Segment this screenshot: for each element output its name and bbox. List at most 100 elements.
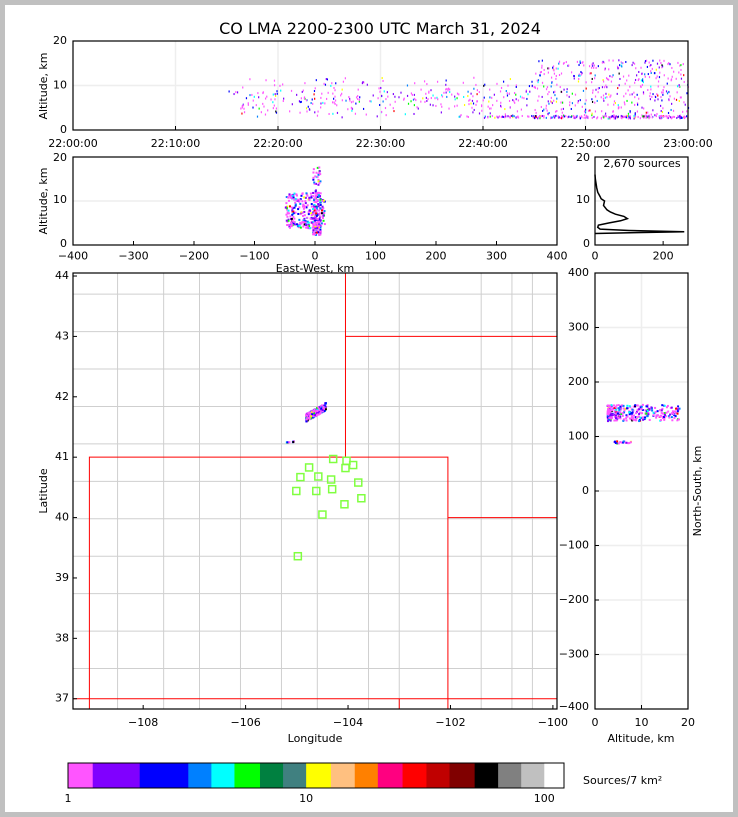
ew-height-source — [315, 206, 318, 209]
colorbar-segment — [426, 763, 451, 788]
ew-height-source — [301, 192, 304, 195]
time-tick-label: 23:00:00 — [663, 137, 712, 150]
ns-height-source — [608, 418, 611, 421]
ns-tick-label: −200 — [559, 593, 589, 606]
ew-height-source — [319, 226, 322, 229]
time-height-source — [314, 97, 316, 100]
time-height-source — [324, 83, 327, 86]
time-height-source — [553, 91, 555, 94]
time-height-source — [574, 93, 577, 96]
time-height-source — [617, 107, 619, 110]
ns-height-source — [646, 415, 649, 418]
lon-tick-label: −106 — [230, 716, 260, 729]
time-height-source — [498, 115, 500, 118]
time-height-source — [667, 117, 669, 120]
time-height-source — [604, 68, 606, 71]
time-height-source — [331, 101, 334, 104]
time-tick-label: 22:10:00 — [151, 137, 200, 150]
time-height-source — [618, 84, 620, 87]
time-height-source — [440, 103, 442, 106]
time-height-source — [352, 100, 354, 103]
time-height-source — [647, 73, 649, 76]
time-height-source — [617, 106, 620, 109]
ns-height-source — [638, 411, 641, 414]
time-height-source — [605, 84, 607, 87]
time-height-source — [545, 104, 547, 107]
ns-tick-label: −100 — [559, 539, 589, 552]
time-height-source — [413, 104, 415, 107]
ns-height-source — [667, 415, 670, 418]
time-height-source — [275, 94, 277, 97]
time-height-source — [667, 111, 670, 114]
time-height-source — [617, 104, 619, 107]
time-height-source — [570, 71, 573, 74]
time-height-source — [521, 114, 523, 117]
time-height-source — [650, 64, 652, 67]
ns-height-source — [636, 408, 639, 411]
map-source — [317, 406, 320, 409]
ew-height-source — [299, 198, 302, 201]
time-height-source — [648, 117, 650, 120]
time-height-source — [624, 82, 626, 85]
time-height-source — [603, 116, 605, 119]
time-height-source — [349, 99, 351, 102]
time-height-source — [325, 78, 327, 81]
time-height-source — [543, 108, 545, 111]
time-height-source — [445, 91, 447, 94]
time-height-source — [496, 99, 498, 102]
time-height-source — [595, 66, 597, 69]
time-height-source — [680, 73, 682, 76]
ew-height-source — [301, 221, 304, 224]
ew-height-source — [293, 206, 296, 209]
time-height-source — [672, 115, 674, 118]
time-height-source — [603, 86, 606, 89]
time-height-source — [365, 113, 367, 116]
time-height-source — [274, 93, 276, 96]
time-height-source — [662, 89, 664, 92]
ew-height-source — [306, 220, 309, 223]
map-source — [305, 418, 308, 421]
ew-height-source — [315, 214, 318, 217]
ew-height-source — [302, 207, 305, 210]
time-height-source — [547, 67, 549, 70]
time-height-source — [531, 80, 533, 83]
time-height-source — [605, 92, 607, 95]
time-height-source — [612, 59, 614, 62]
ew-tick-label: 300 — [486, 250, 507, 263]
time-height-source — [629, 85, 631, 88]
ew-height-source — [303, 223, 306, 226]
time-height-source — [423, 80, 426, 83]
time-height-source — [634, 78, 637, 81]
ns-height-source — [625, 441, 628, 444]
time-height-source — [591, 100, 594, 103]
time-height-source — [595, 88, 597, 91]
map-source — [308, 414, 311, 417]
time-height-source — [385, 114, 387, 117]
time-height-source — [476, 93, 478, 96]
time-height-source — [632, 61, 634, 64]
ns-height-source — [608, 405, 611, 408]
ew-height-source — [312, 191, 315, 194]
ew-height-source — [305, 192, 308, 195]
time-height-source — [537, 99, 539, 102]
ew-height-source — [287, 212, 290, 215]
time-height-source — [328, 112, 330, 115]
time-height-source — [673, 70, 675, 73]
time-height-source — [554, 94, 556, 97]
time-height-source — [555, 77, 557, 80]
time-height-source — [634, 103, 636, 106]
time-height-source — [604, 96, 606, 99]
time-height-source — [634, 116, 636, 119]
time-height-source — [669, 95, 671, 98]
time-height-source — [381, 77, 383, 80]
time-height-source — [619, 77, 621, 80]
time-height-source — [680, 116, 683, 119]
time-height-source — [537, 117, 539, 120]
ew-height-source — [304, 206, 307, 209]
ew-height-source — [314, 214, 317, 217]
ns-height-source — [610, 410, 613, 413]
ns-height-source — [642, 418, 645, 421]
time-height-source — [560, 72, 563, 75]
ns-ylabel: North-South, km — [691, 446, 704, 537]
ns-height-source — [654, 411, 657, 414]
